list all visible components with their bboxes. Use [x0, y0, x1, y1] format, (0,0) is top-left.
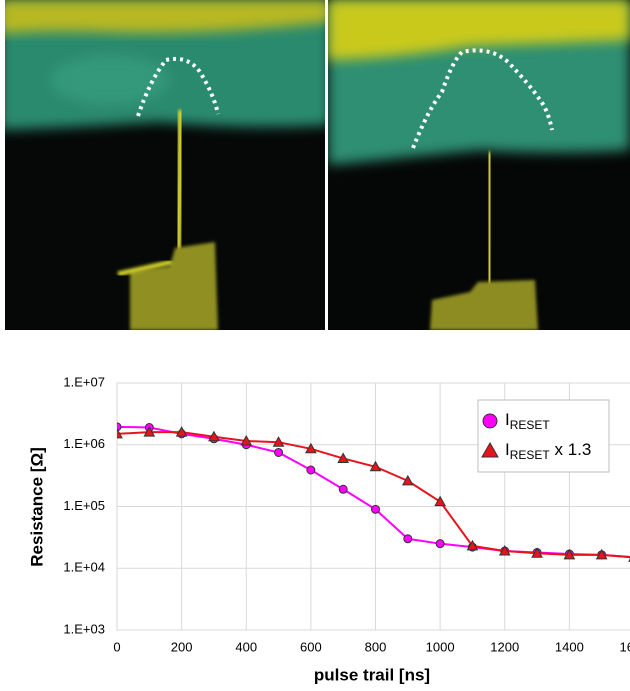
data-point	[404, 535, 412, 543]
x-tick-label: 200	[171, 639, 193, 654]
data-point	[275, 448, 283, 456]
x-tick-label: 400	[235, 639, 257, 654]
x-tick-label: 1200	[490, 639, 519, 654]
legend-label-part: x 1.3	[550, 440, 592, 459]
legend-marker	[483, 414, 497, 428]
x-tick-label: 800	[365, 639, 387, 654]
chart: Resistance [Ω] pulse trail [ns] 1.E+03 1.…	[27, 374, 630, 684]
x-tick-label: 1400	[555, 639, 584, 654]
data-point	[339, 485, 347, 493]
legend-label-part: RESET	[510, 448, 551, 462]
x-tick-label: 1000	[426, 639, 455, 654]
data-point	[435, 497, 445, 506]
data-point	[372, 505, 380, 513]
micrograph-left	[0, 0, 330, 330]
y-tick-label: 1.E+06	[63, 436, 105, 451]
y-tick-label: 1.E+07	[63, 374, 105, 389]
x-tick-label: 600	[300, 639, 322, 654]
y-tick-label: 1.E+04	[63, 560, 105, 575]
data-point	[307, 466, 315, 474]
y-tick-label: 1.E+05	[63, 498, 105, 513]
y-axis-title: Resistance [Ω]	[27, 447, 46, 566]
y-tick-label: 1.E+03	[63, 621, 105, 636]
micrograph-right	[328, 0, 630, 330]
data-point	[436, 540, 444, 548]
legend-label-part: RESET	[510, 418, 551, 432]
page: Resistance [Ω] pulse trail [ns] 1.E+03 1.…	[0, 0, 630, 691]
figure: Resistance [Ω] pulse trail [ns] 1.E+03 1.…	[0, 0, 630, 691]
x-tick-label: 1600	[620, 639, 630, 654]
x-axis-title: pulse trail [ns]	[314, 665, 430, 684]
x-tick-label: 0	[113, 639, 120, 654]
